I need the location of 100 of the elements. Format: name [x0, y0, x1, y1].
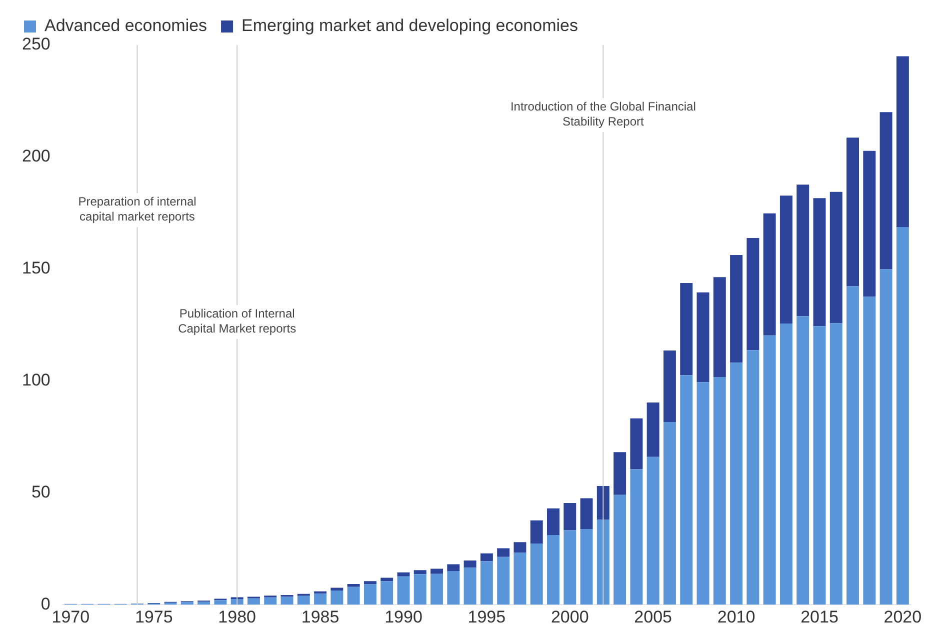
- bar: [846, 138, 859, 286]
- bar: [380, 581, 394, 605]
- bar: [264, 597, 277, 605]
- bar: [397, 572, 410, 576]
- bar: [280, 596, 294, 605]
- bar: [796, 184, 810, 316]
- bar: [813, 326, 826, 605]
- bar: [713, 277, 726, 377]
- bar: [464, 560, 476, 568]
- bar: [696, 292, 710, 382]
- y-tick-label: 200: [22, 146, 50, 166]
- x-tick-label: 2010: [717, 607, 756, 626]
- bar: [297, 596, 310, 605]
- bar: [198, 602, 210, 605]
- bar: [646, 402, 660, 457]
- bar: [596, 486, 610, 520]
- bar: [497, 556, 510, 605]
- bar: [247, 598, 260, 605]
- bar: [746, 238, 760, 350]
- x-tick-label: 2015: [800, 607, 838, 626]
- bar: [530, 520, 543, 544]
- bar: [830, 192, 842, 324]
- y-tick-label: 50: [31, 482, 50, 502]
- bar: [364, 584, 376, 605]
- bar: [596, 520, 610, 605]
- bar: [763, 335, 776, 605]
- bar: [580, 528, 593, 605]
- bar: [680, 282, 693, 376]
- bar: [530, 543, 543, 605]
- ref-line-label: Publication of Internal Capital Market reports: [178, 306, 296, 336]
- bar: [896, 226, 909, 605]
- bar: [447, 571, 460, 605]
- bar: [547, 534, 560, 605]
- bar: [547, 508, 560, 535]
- bar: [730, 362, 743, 605]
- x-tick-label: 1990: [384, 607, 422, 626]
- bar: [430, 568, 443, 574]
- y-tick-label: 150: [22, 258, 50, 278]
- x-tick-label: 1975: [134, 607, 173, 626]
- x-tick-label: 2005: [634, 607, 672, 626]
- x-tick-label: 1970: [52, 607, 90, 626]
- bar: [580, 498, 593, 529]
- bar: [347, 586, 360, 605]
- bar: [663, 422, 676, 605]
- bar: [314, 594, 327, 605]
- bar: [214, 600, 227, 605]
- bar: [464, 568, 476, 605]
- bar: [364, 581, 376, 584]
- bar: [780, 323, 792, 605]
- bar: [514, 542, 526, 553]
- bar: [430, 574, 443, 605]
- bar: [830, 323, 842, 605]
- bar: [863, 150, 876, 297]
- bar: [614, 494, 626, 605]
- bar: [380, 578, 394, 582]
- bar: [680, 375, 693, 605]
- bar: [880, 112, 892, 270]
- bar: [896, 56, 909, 227]
- bar: [397, 576, 410, 605]
- bar: [414, 574, 426, 605]
- bar: [813, 198, 826, 326]
- bar: [780, 196, 792, 324]
- bar: [713, 376, 726, 605]
- bar: [564, 502, 576, 530]
- y-tick-label: 0: [40, 594, 50, 614]
- bar: [447, 564, 460, 572]
- x-tick-label: 2020: [884, 607, 922, 626]
- bar: [480, 561, 493, 605]
- y-tick-label: 100: [22, 370, 50, 390]
- bar: [863, 296, 876, 605]
- bar: [414, 570, 426, 574]
- bar: [630, 469, 643, 605]
- bar: [564, 530, 576, 605]
- bar: [846, 286, 859, 605]
- bar: [180, 602, 194, 605]
- x-tick-label: 2000: [550, 607, 589, 626]
- bar: [480, 553, 493, 562]
- bar: [614, 452, 626, 495]
- bar: [763, 213, 776, 336]
- bar: [796, 316, 810, 605]
- bar: [497, 548, 510, 557]
- legend-label: Advanced economies: [44, 16, 208, 36]
- ref-line-label: Introduction of the Global Financial Stability Report: [510, 99, 696, 128]
- bar: [330, 588, 344, 590]
- bar: [514, 552, 526, 605]
- bar: [696, 382, 710, 605]
- y-tick-label: 250: [22, 34, 50, 54]
- bar: [746, 350, 760, 605]
- x-tick-label: 1995: [468, 607, 506, 626]
- legend-label: Emerging market and developing economies: [242, 16, 578, 36]
- bar: [646, 456, 660, 605]
- ref-line-label: Preparation of internal capital market reports: [78, 194, 196, 224]
- bar: [630, 418, 643, 470]
- bar: [663, 350, 676, 422]
- bar: [730, 254, 743, 363]
- x-tick-label: 1985: [301, 607, 340, 626]
- bar: [230, 599, 244, 605]
- bar: [330, 590, 344, 605]
- x-tick-label: 1980: [218, 607, 256, 626]
- bar: [880, 269, 892, 605]
